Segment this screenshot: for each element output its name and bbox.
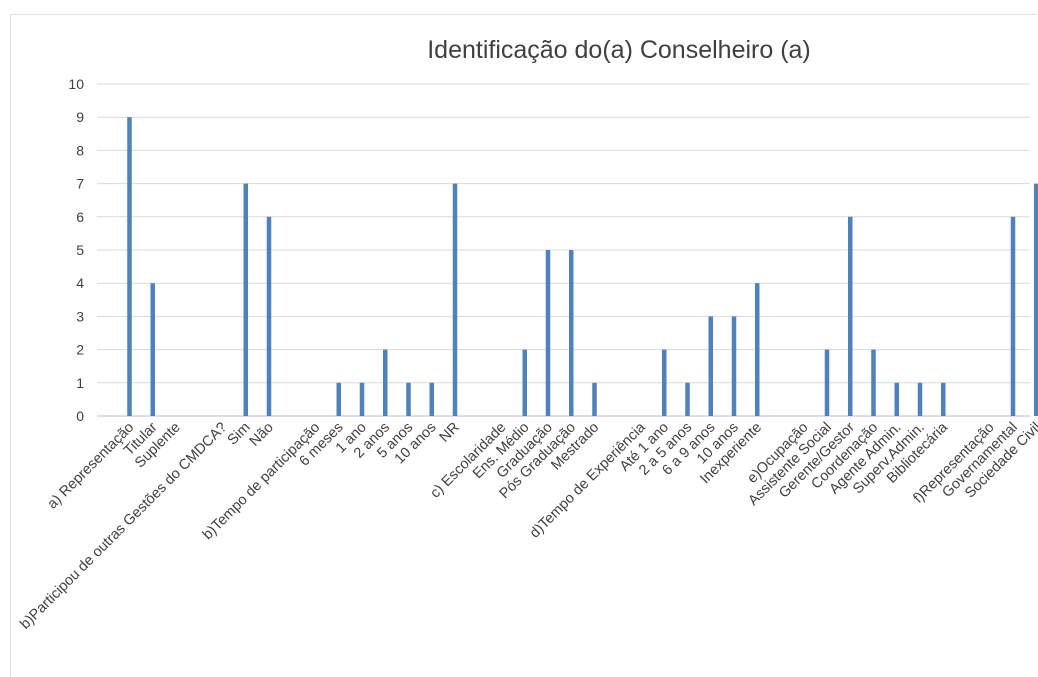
bar [406,382,411,416]
y-tick-label: 2 [76,342,84,358]
bar [243,183,248,416]
y-tick-label: 0 [76,408,84,424]
bar [383,349,388,416]
bar [848,216,853,416]
bar [359,382,365,416]
y-tick-label: 10 [68,76,84,92]
bar [731,316,737,416]
bar [545,250,551,416]
bar [894,382,899,416]
bar [336,382,341,416]
x-tick-label: a) Representação [45,420,138,513]
x-axis: a) RepresentaçãoTitularSuplenteb)Partici… [17,419,1038,633]
bar [592,382,597,416]
y-tick-label: 7 [76,176,84,192]
x-tick-label: Não [247,420,277,450]
bar [824,349,830,416]
x-tick-label: NR [437,420,463,446]
y-tick-label: 6 [76,209,84,225]
y-tick-label: 3 [76,308,84,324]
y-axis: 0 1 2 3 4 5 6 7 8 9 10 [68,76,84,424]
y-tick-label: 5 [76,242,84,258]
chart-title: Identificação do(a) Conselheiro (a) [427,36,811,64]
bar [127,117,132,416]
bar [708,316,713,416]
bar [569,250,574,416]
bar [429,382,434,416]
y-tick-label: 8 [76,142,84,158]
bar [871,349,876,416]
x-tick-label: Sim [225,420,254,449]
bar [1010,216,1016,416]
y-tick-label: 9 [76,109,84,125]
bar [662,349,667,416]
bar [522,349,527,416]
bar [755,283,760,416]
bar [1034,183,1038,416]
y-tick-label: 1 [76,375,84,391]
bar [941,382,946,416]
bars [127,117,1038,416]
bar [150,283,155,416]
bar [452,183,458,416]
bar [685,382,690,416]
bar [917,382,923,416]
chart-frame [10,14,1037,677]
gridlines [97,83,1030,417]
y-tick-label: 4 [76,275,84,291]
bar [266,216,272,416]
